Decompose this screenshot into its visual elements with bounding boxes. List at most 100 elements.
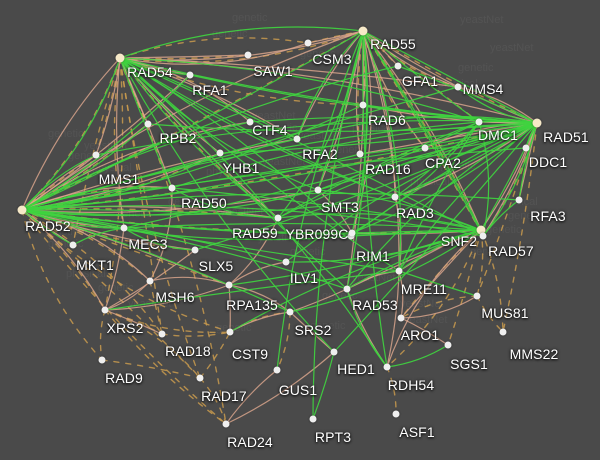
graph-node-gfa1[interactable] [394, 62, 402, 70]
edge [21, 209, 348, 290]
graph-node-ddc1[interactable] [522, 144, 530, 152]
node-label-mms4: MMS4 [462, 81, 504, 97]
graph-node-rpb2[interactable] [144, 120, 152, 128]
graph-node-rad59[interactable] [274, 214, 282, 222]
graph-node-rad55[interactable] [358, 26, 368, 36]
edge [104, 284, 230, 311]
graph-node-rpa135[interactable] [225, 281, 233, 289]
graph-node-asf1[interactable] [392, 410, 400, 418]
edge [346, 229, 482, 290]
edge [362, 30, 402, 272]
graph-node-rad57[interactable] [479, 232, 487, 240]
edge [72, 227, 125, 246]
node-label-rad50: RAD50 [181, 195, 227, 211]
node-label-mre11: MRE11 [400, 281, 448, 297]
graph-node-rad6[interactable] [359, 101, 367, 109]
node-label-rad24: RAD24 [227, 434, 273, 450]
edge [113, 57, 125, 229]
graph-node-mkt1[interactable] [69, 241, 77, 249]
graph-node-rad53[interactable] [343, 285, 351, 293]
edge [21, 209, 201, 379]
graph-node-rad3[interactable] [391, 193, 399, 201]
node-label-rad16: RAD16 [365, 161, 411, 177]
graph-node-csm3[interactable] [304, 39, 312, 47]
graph-node-rad51[interactable] [532, 118, 542, 128]
node-label-rad3: RAD3 [396, 205, 434, 221]
edge [104, 309, 163, 335]
edge [21, 209, 291, 313]
graph-node-xrs2[interactable] [101, 306, 109, 314]
node-label-aro1: ARO1 [400, 327, 440, 343]
edge [21, 30, 364, 211]
edge [386, 229, 482, 368]
graph-node-rim1[interactable] [348, 229, 356, 237]
graph-node-srs2[interactable] [286, 308, 294, 316]
graph-node-cst9[interactable] [226, 328, 234, 336]
node-label-rpb2: RPB2 [159, 130, 197, 146]
graph-node-hed1[interactable] [330, 348, 338, 356]
edge [21, 123, 149, 211]
node-label-mms22: MMS22 [509, 346, 559, 362]
graph-node-rad18[interactable] [158, 330, 166, 338]
graph-node-mms4[interactable] [454, 83, 462, 91]
edge [480, 122, 538, 231]
graph-node-yhb1[interactable] [216, 149, 224, 157]
edge [457, 86, 538, 124]
graph-node-ilv1[interactable] [282, 258, 290, 266]
edge [21, 86, 459, 211]
edge [21, 209, 103, 361]
edge [21, 209, 231, 333]
graph-node-sgs1[interactable] [444, 341, 452, 349]
graph-node-rad50[interactable] [168, 184, 176, 192]
edge [457, 86, 538, 124]
node-label-msh6: MSH6 [155, 289, 195, 305]
graph-node-rdh54[interactable] [383, 363, 391, 371]
graph-node-rfa1[interactable] [186, 71, 194, 79]
graph-node-rad24[interactable] [222, 420, 230, 428]
node-label-rfa2: RFA2 [302, 146, 338, 162]
graph-node-rad17[interactable] [196, 374, 204, 382]
graph-node-rad9[interactable] [98, 356, 106, 364]
graph-node-aro1[interactable] [397, 314, 405, 322]
graph-node-mec3[interactable] [120, 224, 128, 232]
node-label-rpt3: RPT3 [314, 429, 352, 445]
edge [228, 284, 231, 333]
graph-node-mms22[interactable] [499, 328, 507, 336]
graph-node-cpa2[interactable] [421, 144, 429, 152]
edge [398, 270, 404, 319]
graph-node-ctf4[interactable] [246, 118, 254, 126]
graph-node-rad54[interactable] [115, 53, 125, 63]
graph-node-gus1[interactable] [273, 366, 281, 374]
node-label-rdh54: RDH54 [387, 377, 435, 393]
graph-node-snf2[interactable] [476, 225, 486, 235]
edge [104, 270, 400, 311]
graph-node-smt3[interactable] [314, 186, 322, 194]
node-label-mec3: MEC3 [128, 236, 168, 252]
graph-node-mms1[interactable] [92, 151, 100, 159]
graph-node-mre11[interactable] [395, 267, 403, 275]
graph-node-mus81[interactable] [473, 292, 481, 300]
graph-node-slx5[interactable] [191, 246, 199, 254]
graph-node-rfa3[interactable] [515, 196, 523, 204]
graph-node-rfa2[interactable] [293, 135, 301, 143]
edge [351, 30, 372, 234]
graph-node-dmc1[interactable] [475, 118, 483, 126]
node-label-ilv1: ILV1 [289, 270, 319, 286]
edge [119, 37, 309, 59]
graph-node-rad16[interactable] [356, 150, 364, 158]
edge [199, 377, 227, 425]
edge [386, 229, 482, 368]
edge [219, 122, 538, 154]
node-label-mms1: MMS1 [98, 171, 140, 187]
graph-node-saw1[interactable] [244, 51, 252, 59]
graph-node-rpt3[interactable] [309, 415, 317, 423]
edge [289, 288, 348, 313]
graph-node-rad52[interactable] [17, 205, 27, 215]
graph-node-msh6[interactable] [146, 277, 154, 285]
node-label-hed1: HED1 [337, 361, 375, 377]
node-label-rad57: RAD57 [488, 243, 534, 259]
edge [21, 209, 279, 219]
node-label-cpa2: CPA2 [425, 155, 461, 171]
